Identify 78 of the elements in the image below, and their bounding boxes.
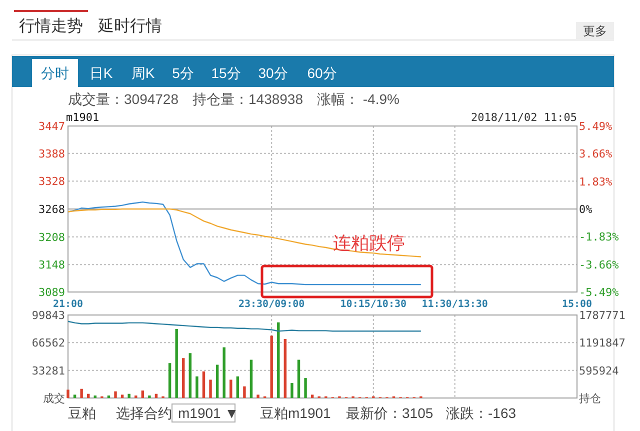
chart-subtitle: 成交量：3094728 持仓量：1438938 涨幅： -4.9% xyxy=(68,91,400,107)
bar xyxy=(284,338,287,398)
text: 15分 xyxy=(211,65,241,81)
bar xyxy=(209,380,212,398)
x-tick-label: 21:00 xyxy=(52,299,84,310)
line-series xyxy=(67,208,422,258)
text: m1901 ▼ xyxy=(178,405,239,421)
text: 行情走势 xyxy=(19,17,83,35)
y2-tick-label: -3.66% xyxy=(579,258,620,272)
x-tick-label: 10:15/10:30 xyxy=(340,299,407,310)
y2-tick-label: 持仓 xyxy=(579,392,601,405)
bar xyxy=(243,386,246,398)
bar xyxy=(196,376,198,398)
y-tick-label: 33281 xyxy=(32,364,65,378)
y2-tick-label: 1.83% xyxy=(579,175,612,188)
text: 分时 xyxy=(41,65,69,81)
bar xyxy=(182,358,185,398)
bar xyxy=(304,378,307,398)
y-tick-label: 3447 xyxy=(38,120,65,133)
bar xyxy=(256,394,260,398)
text: 5分 xyxy=(172,65,194,81)
bar xyxy=(114,391,117,398)
text: 日K xyxy=(89,65,114,81)
text: 延时行情 xyxy=(97,17,162,35)
y-tick-label: 成交 xyxy=(43,392,65,405)
bar xyxy=(141,390,144,398)
y2-tick-label: -1.83% xyxy=(579,230,620,244)
bar xyxy=(188,353,192,398)
text: 最新价：3105 xyxy=(346,405,434,421)
y-tick-label: 99843 xyxy=(32,309,65,322)
line-series xyxy=(67,320,422,332)
x-tick-label: 23:30/09:00 xyxy=(238,299,305,310)
x-tick-label: 11:30/13:30 xyxy=(422,299,488,310)
bar xyxy=(202,371,206,398)
bar xyxy=(73,394,76,398)
x-tick-label: 15:00 xyxy=(562,299,592,310)
bar xyxy=(222,347,226,398)
bar xyxy=(236,376,240,398)
y2-tick-label: 3.66% xyxy=(579,148,612,161)
bar xyxy=(216,364,219,398)
y2-tick-label: 5.49% xyxy=(579,120,612,133)
bar xyxy=(290,383,294,398)
bar xyxy=(250,360,253,398)
text: 60分 xyxy=(307,65,337,81)
y-tick-label: 66562 xyxy=(32,336,65,350)
y-tick-label: 3268 xyxy=(38,203,65,216)
y2-tick-label: 0% xyxy=(579,203,593,216)
y-tick-label: 3089 xyxy=(38,286,65,299)
bar xyxy=(66,390,70,398)
y-tick-label: 3208 xyxy=(38,230,65,244)
bar xyxy=(297,360,300,398)
text: 周K xyxy=(131,65,156,81)
bar xyxy=(168,363,172,398)
bar xyxy=(120,394,124,398)
y2-tick-label: 1191847 xyxy=(579,336,626,350)
y-tick-label: 3328 xyxy=(38,175,65,188)
bar xyxy=(270,336,273,398)
text: 豆粕m1901 xyxy=(260,405,332,421)
text: 选择合约 xyxy=(116,405,172,421)
text: 豆粕 xyxy=(68,405,96,421)
bar xyxy=(230,380,232,398)
bar xyxy=(128,394,130,398)
text: 涨跌：-163 xyxy=(446,405,516,421)
text: 2018/11/02 11:05 xyxy=(471,111,577,124)
y2-tick-label: 1787771 xyxy=(579,309,626,322)
text: 30分 xyxy=(258,65,288,81)
y2-tick-label: -5.49% xyxy=(579,286,620,299)
line-series xyxy=(67,201,422,286)
annotation: 连粕跌停 xyxy=(333,233,405,253)
chart-title: m1901 xyxy=(66,111,100,124)
bar xyxy=(277,322,280,398)
y2-tick-label: 595924 xyxy=(579,364,620,378)
y-tick-label: 3388 xyxy=(38,147,65,160)
text: 更多 xyxy=(583,24,607,38)
bar xyxy=(175,329,178,398)
bar xyxy=(80,388,83,398)
y-tick-label: 3148 xyxy=(38,258,65,272)
bar xyxy=(310,394,314,398)
